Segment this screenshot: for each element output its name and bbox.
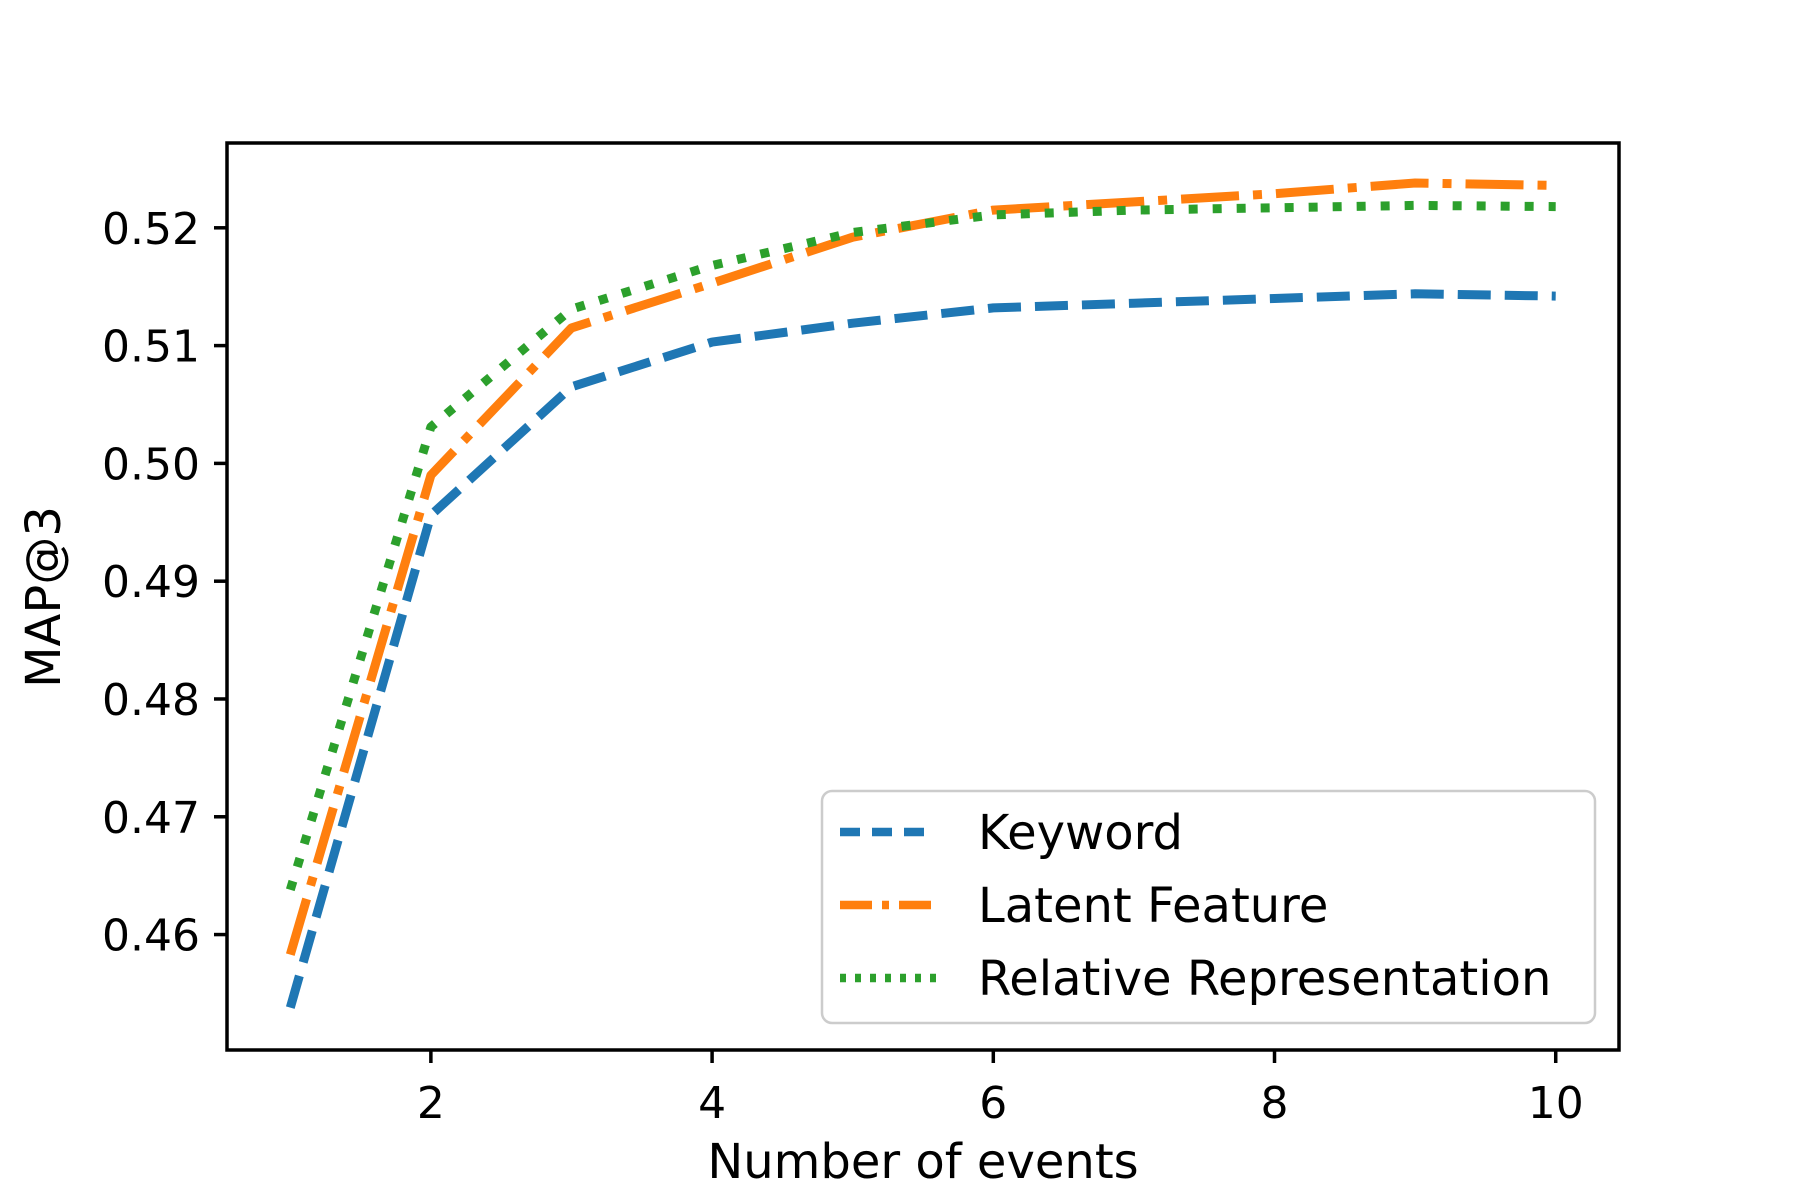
x-tick-label: 2 — [417, 1078, 445, 1129]
legend-label-latent-feature: Latent Feature — [978, 878, 1328, 934]
x-tick-label: 8 — [1261, 1078, 1289, 1129]
y-tick-label: 0.52 — [102, 204, 200, 255]
plot-border — [225, 141, 1621, 1052]
legend-label-relative-representation: Relative Representation — [978, 951, 1551, 1007]
y-tick-label: 0.46 — [102, 911, 200, 962]
y-axis-label: MAP@3 — [16, 506, 72, 688]
y-tick-label: 0.48 — [102, 675, 200, 726]
x-axis-ticks: 2 4 6 8 10 — [417, 1050, 1584, 1129]
x-axis-label: Number of events — [707, 1134, 1138, 1190]
y-tick-label: 0.49 — [102, 557, 200, 608]
y-axis-ticks: 0.46 0.47 0.48 0.49 0.50 0.51 0.52 — [102, 204, 227, 962]
legend-box — [820, 789, 1597, 1025]
y-tick-label: 0.47 — [102, 793, 200, 844]
y-tick-label: 0.50 — [102, 439, 200, 490]
series-line-latent-feature — [285, 178, 1556, 956]
x-tick-label: 6 — [979, 1078, 1007, 1129]
x-tick-label: 4 — [698, 1078, 726, 1129]
series-line-keyword — [285, 289, 1556, 1009]
legend-label-keyword: Keyword — [978, 805, 1183, 861]
x-tick-label: 10 — [1528, 1078, 1584, 1129]
y-tick-label: 0.51 — [102, 322, 200, 373]
legend: Keyword Latent Feature Relative Representa… — [820, 789, 1597, 1025]
series-lines — [285, 178, 1556, 1009]
